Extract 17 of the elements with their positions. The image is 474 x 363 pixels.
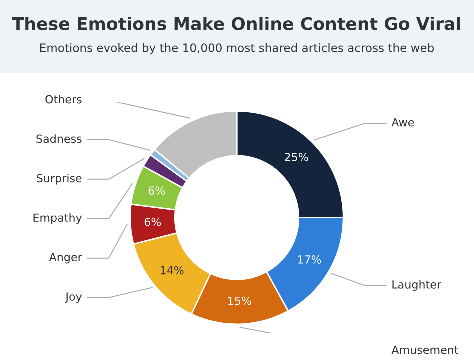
slice-label: Sadness: [36, 134, 82, 144]
slice-label: Amusement: [392, 346, 459, 354]
data-label: 6%: [148, 186, 166, 195]
data-label: 14%: [160, 266, 184, 275]
slice-label: Surprise: [37, 174, 82, 185]
slice-label: Awe: [392, 118, 414, 127]
slice-label: Joy: [65, 292, 82, 304]
chart-title: These Emotions Make Online Content Go Viral: [12, 17, 460, 30]
chart-subtitle: Emotions evoked by the 10,000 most shared articles across the web: [40, 43, 434, 55]
slice-label: Laughter: [392, 280, 442, 292]
data-label: 6%: [144, 218, 162, 226]
slice-label: Others: [46, 95, 82, 104]
data-label: 25%: [285, 153, 308, 162]
data-label: 17%: [298, 256, 322, 264]
slice-label: Empathy: [34, 213, 82, 224]
slice-label: Anger: [49, 253, 82, 264]
data-label: 15%: [228, 296, 252, 306]
